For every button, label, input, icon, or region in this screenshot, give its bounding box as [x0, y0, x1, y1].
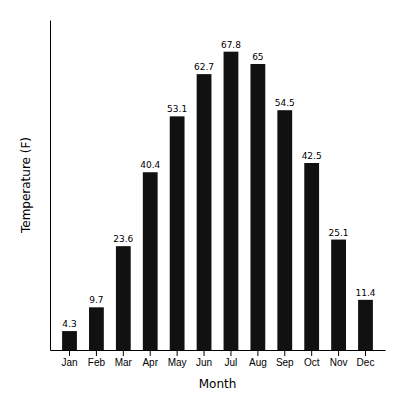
x-tick-label: Feb	[88, 357, 106, 368]
data-label: 54.5	[275, 98, 295, 108]
data-label: 67.8	[221, 40, 241, 50]
x-tick: Mar	[115, 350, 133, 368]
data-label: 11.4	[355, 288, 375, 298]
x-tick: May	[168, 350, 187, 368]
bar	[304, 163, 319, 350]
x-tick-label: Apr	[142, 357, 158, 368]
x-tick-mark	[150, 350, 151, 356]
x-tick-mark	[123, 350, 124, 356]
bar	[89, 307, 104, 350]
x-tick: Jan	[61, 350, 77, 368]
x-axis-line	[51, 350, 386, 351]
x-tick-label: Sep	[276, 357, 294, 368]
x-tick-label: Nov	[330, 357, 348, 368]
x-tick-label: May	[168, 357, 187, 368]
x-tick-label: Jan	[61, 357, 77, 368]
y-axis-title: Temperature (F)	[19, 137, 33, 234]
x-tick-label: Oct	[304, 357, 320, 368]
x-tick-label: Mar	[115, 357, 133, 368]
x-tick: Sep	[276, 350, 294, 368]
x-tick-label: Jun	[196, 357, 212, 368]
bars	[62, 52, 373, 350]
x-tick-mark	[284, 350, 285, 356]
x-tick: Oct	[304, 350, 320, 368]
x-tick: Apr	[142, 350, 158, 368]
bar	[116, 246, 131, 350]
data-label: 25.1	[329, 228, 349, 238]
data-label: 40.4	[140, 160, 160, 170]
bar	[143, 172, 158, 350]
data-label: 65	[252, 52, 263, 62]
x-tick-mark	[365, 350, 366, 356]
x-tick-mark	[311, 350, 312, 356]
data-label: 4.3	[62, 319, 76, 329]
x-tick-mark	[230, 350, 231, 356]
bar	[170, 116, 185, 350]
y-axis	[50, 21, 51, 351]
bar	[197, 74, 212, 350]
x-tick-label: Dec	[357, 357, 375, 368]
bar	[62, 331, 77, 350]
data-label: 23.6	[113, 234, 133, 244]
x-tick-mark	[96, 350, 97, 356]
bar	[250, 64, 265, 350]
x-tick-mark	[204, 350, 205, 356]
x-tick: Feb	[88, 350, 106, 368]
data-label: 62.7	[194, 62, 214, 72]
x-axis: Jan Feb Mar Apr May Jun Jul Aug Sep Oct Nov Dec	[51, 350, 386, 368]
y-axis-line	[50, 21, 51, 351]
chart: Jan Feb Mar Apr May Jun Jul Aug Sep Oct Nov Dec 4.3 9…	[0, 0, 400, 400]
x-tick-mark	[338, 350, 339, 356]
x-tick: Aug	[249, 350, 267, 368]
x-axis-title: Month	[199, 377, 237, 391]
bar	[277, 110, 292, 350]
bar	[358, 300, 373, 350]
plot: Jan Feb Mar Apr May Jun Jul Aug Sep Oct Nov Dec 4.3 9…	[19, 21, 386, 392]
x-tick: Jul	[225, 350, 238, 368]
x-tick-label: Aug	[249, 357, 267, 368]
x-tick: Nov	[330, 350, 348, 368]
data-labels: 4.3 9.7 23.6 40.4 53.1 62.7 67.8 65 54.5 42.5 25.1…	[62, 40, 375, 329]
data-label: 53.1	[167, 104, 187, 114]
x-tick: Jun	[196, 350, 212, 368]
x-tick-mark	[69, 350, 70, 356]
x-tick-label: Jul	[225, 357, 238, 368]
x-tick-mark	[257, 350, 258, 356]
bar	[331, 240, 346, 350]
x-tick: Dec	[357, 350, 375, 368]
data-label: 42.5	[302, 151, 322, 161]
data-label: 9.7	[89, 295, 103, 305]
bar	[224, 52, 239, 350]
x-tick-mark	[177, 350, 178, 356]
